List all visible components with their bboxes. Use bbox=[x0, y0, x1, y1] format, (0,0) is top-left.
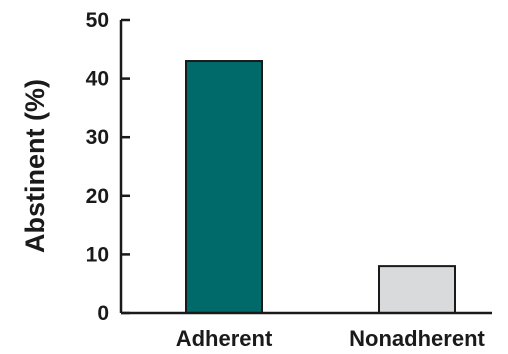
y-tick-label: 20 bbox=[86, 185, 109, 208]
y-tick-label: 10 bbox=[86, 243, 109, 266]
x-axis-categories: Adherent Nonadherent bbox=[176, 326, 486, 351]
bar-adherent bbox=[185, 60, 263, 314]
bar-nonadherent bbox=[378, 265, 456, 314]
x-category-label: Adherent bbox=[176, 326, 273, 351]
y-tick-label: 0 bbox=[97, 302, 109, 325]
y-axis-title: Abstinent (%) bbox=[20, 79, 50, 253]
y-tick-label: 50 bbox=[86, 9, 109, 32]
x-category-label: Nonadherent bbox=[349, 326, 485, 351]
y-axis-title-group: Abstinent (%) bbox=[20, 79, 50, 253]
y-tick-label: 30 bbox=[86, 126, 109, 149]
y-tick-label: 40 bbox=[86, 68, 109, 91]
y-axis-ticks: 0 10 20 30 40 50 bbox=[86, 9, 130, 325]
bars bbox=[185, 60, 456, 314]
